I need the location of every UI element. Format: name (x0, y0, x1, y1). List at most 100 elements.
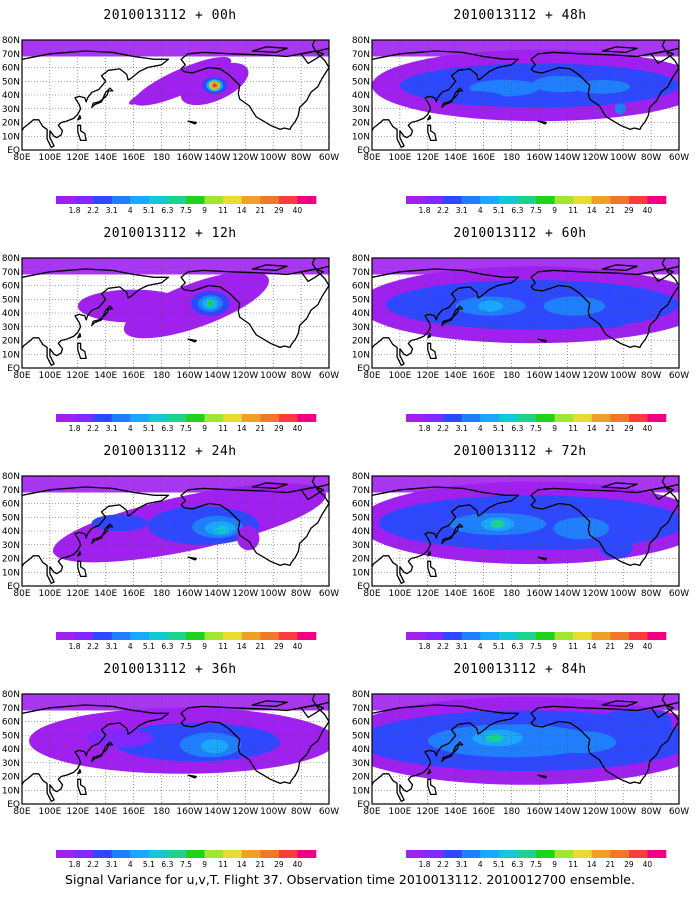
colorbar-swatch (554, 196, 574, 204)
colorbar-label: 1.8 (69, 860, 81, 869)
colorbar-label: 7.5 (530, 860, 542, 869)
y-tick-label: 30N (352, 323, 370, 333)
colorbar: 1.8 2.2 3.1 4 5.1 6.3 7.5 9 11 14 21 29 40 (56, 414, 317, 433)
colorbar-swatch (241, 196, 261, 204)
grid-lines (372, 40, 679, 150)
x-tick-label: 100W (610, 589, 636, 599)
x-tick-label: 140E (444, 371, 467, 381)
x-tick-label: 80E (13, 807, 30, 817)
colorbar-swatch (111, 414, 131, 422)
variance-contour (478, 300, 504, 312)
arctic-variance-band (372, 258, 679, 275)
colorbar-label: 14 (587, 206, 597, 215)
y-tick-label: 70N (2, 50, 20, 60)
x-tick-label: 160E (122, 589, 145, 599)
y-tick-label: EQ (357, 800, 370, 810)
variance-contour (213, 84, 216, 87)
x-tick-label: 160E (472, 371, 495, 381)
y-tick-label: EQ (357, 582, 370, 592)
x-tick-label: 60W (319, 371, 339, 381)
colorbar-label: 21 (606, 860, 616, 869)
forecast-panel: 2010013112 + 48h 80E 100E 120E 140E 160E 180 16… (350, 0, 690, 218)
colorbar-label: 29 (624, 206, 634, 215)
colorbar-label: 40 (643, 642, 653, 651)
x-tick-label: 80W (641, 589, 661, 599)
x-tick-label: 140E (94, 807, 117, 817)
colorbar-label: 3.1 (106, 860, 118, 869)
x-tick-label: 80E (13, 371, 30, 381)
arctic-variance-band (22, 258, 329, 275)
x-tick-label: 120W (582, 807, 608, 817)
x-tick-label: 100W (260, 153, 286, 163)
colorbar-label: 14 (587, 860, 597, 869)
y-tick-label: 70N (352, 704, 370, 714)
y-tick-label: 80N (2, 690, 20, 700)
colorbar-label: 11 (568, 424, 578, 433)
x-tick-label: 100W (610, 371, 636, 381)
x-tick-label: 140E (444, 589, 467, 599)
y-tick-label: 80N (352, 254, 370, 264)
colorbar-swatch (443, 632, 462, 640)
colorbar-label: 5.1 (143, 206, 155, 215)
x-tick-label: 140E (444, 807, 467, 817)
colorbar-swatch (480, 414, 500, 422)
colorbar-swatch (130, 196, 150, 204)
y-tick-label: 50N (352, 731, 370, 741)
x-tick-label: 80W (641, 371, 661, 381)
colorbar-swatch (498, 632, 518, 640)
colorbar-label: 14 (587, 424, 597, 433)
arctic-variance-band (372, 694, 679, 711)
variance-contour (532, 75, 589, 93)
x-tick-label: 100E (38, 589, 61, 599)
x-tick-label: 120E (416, 807, 439, 817)
colorbar: 1.8 2.2 3.1 4 5.1 6.3 7.5 9 11 14 21 29 40 (406, 850, 667, 869)
colorbar-label: 11 (568, 206, 578, 215)
colorbar-label: 6.3 (161, 642, 173, 651)
colorbar-swatch (260, 196, 280, 204)
grid-lines (22, 694, 329, 804)
colorbar-label: 9 (202, 206, 207, 215)
coastlines (22, 694, 329, 802)
x-tick-label: 140W (204, 807, 230, 817)
colorbar-label: 4 (478, 424, 483, 433)
colorbar-label: 29 (274, 642, 284, 651)
variance-map: 80E 100E 120E 140E 160E 180 160W 140W 120W 100W 80… (352, 36, 689, 215)
colorbar-swatch (186, 414, 205, 422)
variance-contour (599, 536, 633, 559)
variance-contour (574, 79, 631, 94)
colorbar-swatch (573, 632, 592, 640)
y-tick-label: 40N (2, 745, 20, 755)
arctic-variance-band (22, 694, 329, 711)
x-tick-label: 120E (66, 371, 89, 381)
colorbar-swatch (517, 196, 537, 204)
colorbar-swatch (56, 850, 75, 858)
colorbar-swatch (647, 850, 667, 858)
x-tick-label: 80E (13, 589, 30, 599)
y-tick-label: 50N (352, 513, 370, 523)
variance-map: 80E 100E 120E 140E 160E 180 160W 140W 120W 100W 80… (2, 472, 339, 651)
colorbar-label: 9 (202, 642, 207, 651)
y-tick-label: 40N (352, 745, 370, 755)
colorbar-label: 11 (218, 206, 228, 215)
colorbar-swatch (554, 850, 574, 858)
x-tick-label: 120W (232, 807, 258, 817)
x-tick-label: 100W (260, 807, 286, 817)
colorbar-swatch (480, 196, 500, 204)
colorbar-swatch (517, 414, 537, 422)
y-tick-label: EQ (7, 364, 20, 374)
colorbar-swatch (536, 196, 555, 204)
variance-contour (543, 296, 605, 316)
y-tick-label: 10N (2, 350, 20, 360)
colorbar-swatch (554, 632, 574, 640)
y-tick-label: EQ (7, 146, 20, 156)
colorbar-swatch (536, 850, 555, 858)
x-tick-label: 80E (363, 589, 380, 599)
colorbar-label: 11 (218, 642, 228, 651)
grid-lines (22, 258, 329, 368)
colorbar-swatch (74, 850, 94, 858)
coastlines (372, 40, 679, 148)
colorbar-swatch (74, 632, 94, 640)
x-tick-label: 160W (176, 153, 202, 163)
x-tick-label: 180 (503, 371, 520, 381)
colorbar-swatch (424, 196, 444, 204)
